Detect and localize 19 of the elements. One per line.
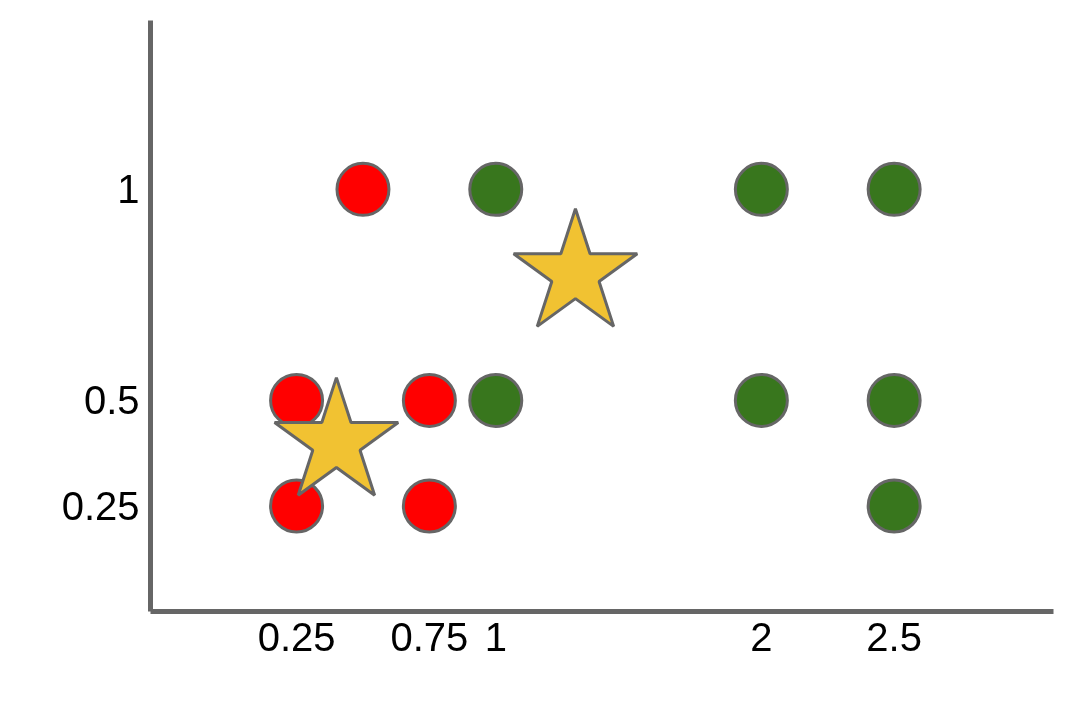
y-tick-label: 0.25: [61, 483, 140, 528]
point: [468, 161, 524, 217]
y-tick-label: 1: [117, 167, 140, 212]
x-tick-label: 2: [750, 614, 773, 659]
point: [866, 372, 922, 428]
x-tick-label: 0.25: [257, 614, 336, 659]
point: [733, 372, 789, 428]
point: [866, 478, 922, 534]
point: [401, 478, 457, 534]
y-tick-label: 0.5: [83, 378, 140, 423]
point: [866, 161, 922, 217]
point: [401, 372, 457, 428]
point: [733, 161, 789, 217]
x-tick-label: 0.75: [390, 614, 469, 659]
point: [468, 372, 524, 428]
x-tick-label: 1: [484, 614, 507, 659]
x-tick-label: 2.5: [866, 614, 922, 659]
point: [269, 478, 325, 534]
point: [335, 161, 391, 217]
